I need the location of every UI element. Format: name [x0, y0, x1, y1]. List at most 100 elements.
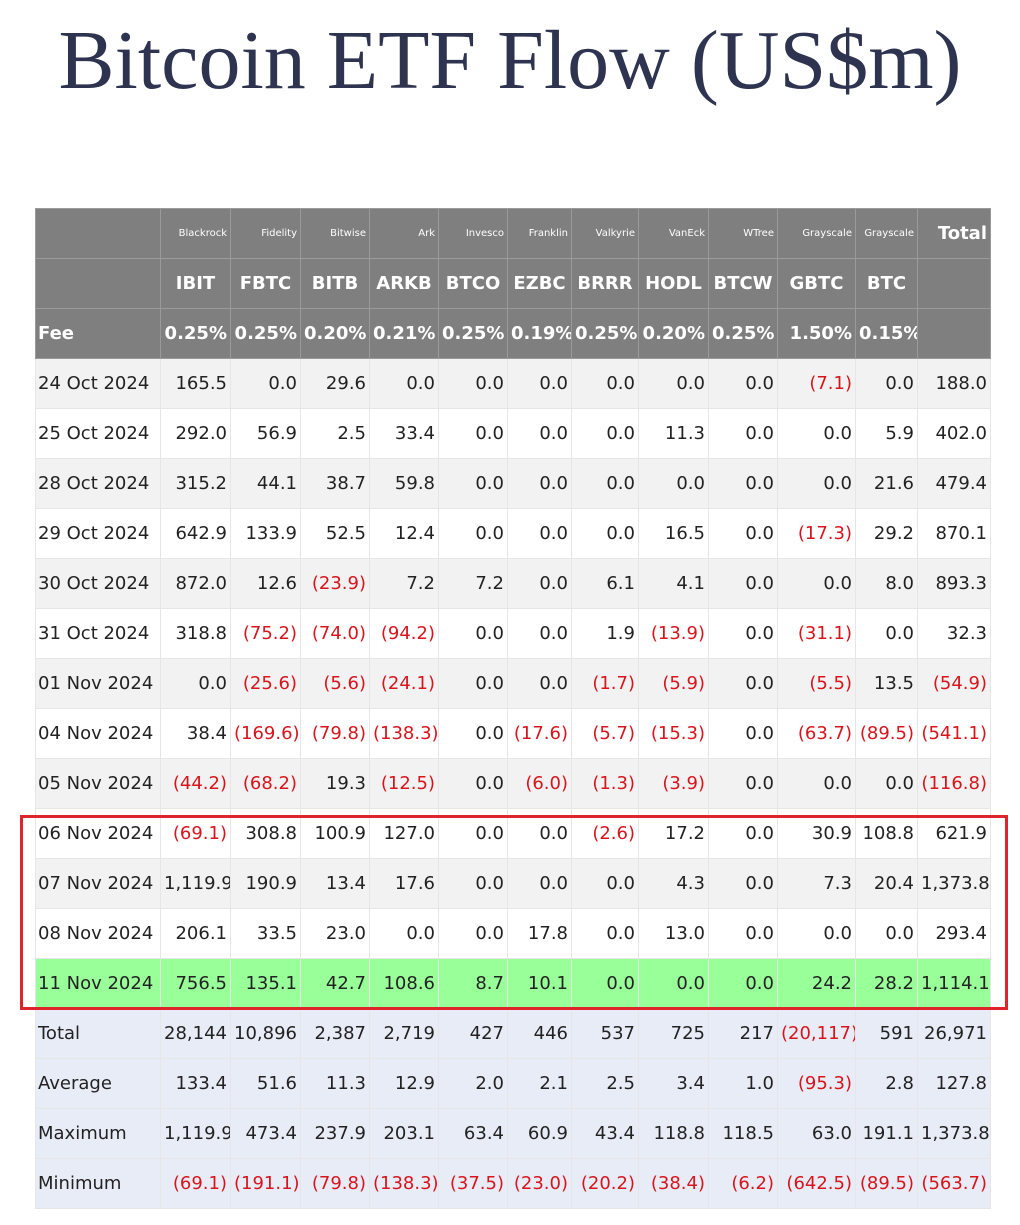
ticker: EZBC [507, 258, 572, 309]
summary-value: 725 [638, 1008, 709, 1059]
flow-value: 0.0 [708, 958, 778, 1009]
flow-value: 642.9 [160, 508, 231, 559]
flow-value: (5.6) [300, 658, 370, 709]
flow-value: 16.5 [638, 508, 709, 559]
fee: 0.21% [369, 308, 439, 359]
table-row: Average 133.4 51.6 11.3 12.9 2.0 2.1 2.5 3.4 1.0(… [35, 1058, 991, 1109]
flow-value: 0.0 [855, 908, 918, 959]
ticker: BTC [855, 258, 918, 309]
flow-value: 29.6 [300, 358, 370, 409]
flow-value: 0.0 [571, 908, 639, 959]
flow-value: 315.2 [160, 458, 231, 509]
flow-value: 7.2 [438, 558, 508, 609]
flow-value: 7.3 [777, 858, 856, 909]
summary-value: (37.5) [438, 1158, 508, 1209]
fee: 0.25% [230, 308, 301, 359]
flow-value: 0.0 [708, 608, 778, 659]
flow-value: 0.0 [438, 758, 508, 809]
summary-value: (69.1) [160, 1158, 231, 1209]
flow-value: 756.5 [160, 958, 231, 1009]
row-label: Average [35, 1058, 161, 1109]
flow-value: (5.5) [777, 658, 856, 709]
table-row: Total 28,144 10,896 2,387 2,719 427 446 537 725 2… [35, 1008, 991, 1059]
flow-value: 33.4 [369, 408, 439, 459]
highlight-box [20, 815, 1008, 1010]
flow-value: 19.3 [300, 758, 370, 809]
table-row: Maximum 1,119.9 473.4 237.9 203.1 63.4 60.9 43.… [35, 1108, 991, 1159]
summary-value: 191.1 [855, 1108, 918, 1159]
flow-value: (68.2) [230, 758, 301, 809]
summary-value: (563.7) [917, 1158, 991, 1209]
flow-value: (13.9) [638, 608, 709, 659]
flow-value: (54.9) [917, 658, 991, 709]
flow-value: 0.0 [777, 558, 856, 609]
flow-value: (94.2) [369, 608, 439, 659]
date: 24 Oct 2024 [35, 358, 161, 409]
flow-value: 7.2 [369, 558, 439, 609]
table-row: 31 Oct 2024 318.8 (75.2) (74.0) (94.2) 0.0 0.0… [35, 608, 991, 659]
date: 31 Oct 2024 [35, 608, 161, 659]
issuer: Franklin [507, 208, 572, 259]
summary-value: (20,117) [777, 1008, 856, 1059]
flow-value: 10.1 [507, 958, 572, 1009]
flow-value: 402.0 [917, 408, 991, 459]
flow-value: 0.0 [638, 458, 709, 509]
fee: 0.19% [507, 308, 572, 359]
flow-value: 0.0 [438, 858, 508, 909]
flow-value: 28.2 [855, 958, 918, 1009]
flow-value: (25.6) [230, 658, 301, 709]
flow-value: 6.1 [571, 558, 639, 609]
summary-value: 133.4 [160, 1058, 231, 1109]
summary-value: 63.0 [777, 1108, 856, 1159]
flow-value: 0.0 [638, 958, 709, 1009]
summary-value: (6.2) [708, 1158, 778, 1209]
flow-value: 292.0 [160, 408, 231, 459]
flow-value: 23.0 [300, 908, 370, 959]
flow-value: 4.1 [638, 558, 709, 609]
summary-value: 537 [571, 1008, 639, 1059]
ticker: IBIT [160, 258, 231, 309]
flow-value: 0.0 [855, 608, 918, 659]
column-header: Total [917, 208, 991, 259]
summary-value: 2.0 [438, 1058, 508, 1109]
flow-value: 0.0 [777, 758, 856, 809]
blank-cell [917, 258, 991, 309]
flow-value: (89.5) [855, 708, 918, 759]
flow-value: (44.2) [160, 758, 231, 809]
summary-value: 51.6 [230, 1058, 301, 1109]
summary-value: 591 [855, 1008, 918, 1059]
flow-value: 56.9 [230, 408, 301, 459]
flow-value: 0.0 [507, 558, 572, 609]
table-row: 08 Nov 2024 206.1 33.5 23.0 0.0 0.0 17.8 0.0 13.… [35, 908, 991, 959]
summary-value: (95.3) [777, 1058, 856, 1109]
fee: 0.25% [708, 308, 778, 359]
flow-value: (12.5) [369, 758, 439, 809]
flow-value: (17.6) [507, 708, 572, 759]
flow-value: 0.0 [708, 658, 778, 709]
flow-value: 2.5 [300, 408, 370, 459]
flow-value: 29.2 [855, 508, 918, 559]
flow-value: 872.0 [160, 558, 231, 609]
flow-value: 0.0 [438, 658, 508, 709]
row-label: Minimum [35, 1158, 161, 1209]
flow-value: 0.0 [438, 608, 508, 659]
fee: 0.15% [855, 308, 918, 359]
flow-value: 59.8 [369, 458, 439, 509]
summary-value: 217 [708, 1008, 778, 1059]
flow-value: 52.5 [300, 508, 370, 559]
summary-value: 3.4 [638, 1058, 709, 1109]
flow-value: 20.4 [855, 858, 918, 909]
flow-value: (5.7) [571, 708, 639, 759]
issuer: Invesco [438, 208, 508, 259]
table-row: IBIT FBTC BITB ARKB BTCO EZBC BRRR HODL BTCW GBTC… [35, 258, 991, 309]
flow-value: 17.8 [507, 908, 572, 959]
flow-value: 11.3 [638, 408, 709, 459]
summary-value: 473.4 [230, 1108, 301, 1159]
flow-value: 13.0 [638, 908, 709, 959]
summary-value: 28,144 [160, 1008, 231, 1059]
flow-value: 0.0 [708, 558, 778, 609]
date: 28 Oct 2024 [35, 458, 161, 509]
summary-value: 118.5 [708, 1108, 778, 1159]
summary-value: (191.1) [230, 1158, 301, 1209]
